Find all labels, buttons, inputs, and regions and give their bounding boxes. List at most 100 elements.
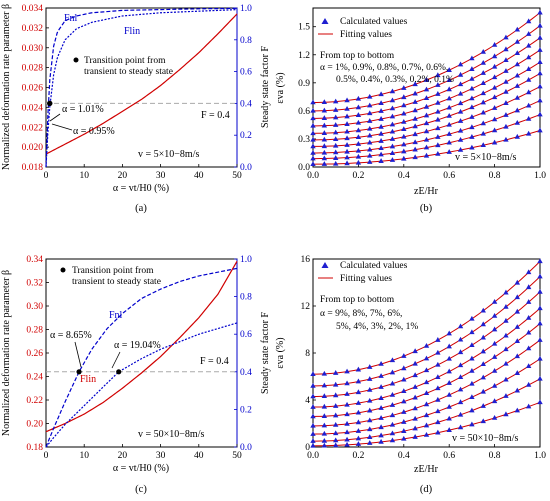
pc-y-tick-label: 0.18	[26, 443, 43, 453]
pd-calculated-point	[537, 258, 543, 264]
panel-a-curves	[45, 7, 238, 168]
pd-calculated-point	[378, 373, 384, 378]
pc-right-tick-label: 1.0	[240, 255, 252, 265]
panel-c-alpha-label-2: α = 19.04%	[114, 340, 161, 351]
pa-series-fnl	[45, 7, 238, 168]
pd-calculated-point	[401, 388, 407, 394]
pd-calculated-point	[457, 386, 464, 392]
pb-calculated-point	[491, 116, 498, 122]
pd-calculated-point	[537, 355, 543, 361]
pd-calculated-point	[367, 397, 373, 403]
pa-y-tick-label: 0.030	[22, 44, 44, 54]
pd-calculated-point	[344, 441, 350, 447]
pd-calculated-point	[310, 438, 316, 443]
pb-calculated-point	[514, 83, 520, 88]
pd-calculated-point	[514, 308, 520, 314]
panel-a-arrow-1	[49, 113, 61, 122]
pd-calculated-point	[446, 343, 452, 349]
panel-c-ticks: 0 10 20 30 40 50 0.18 0.20 0.22 0.24 0.26 0.28 0.30 0…	[26, 255, 252, 461]
panel-b-note-line-2: α = 1%, 0.9%, 0.8%, 0.7%, 0.6%,	[320, 63, 448, 73]
pb-calculated-point	[401, 133, 407, 139]
pb-calculated-point	[480, 70, 486, 75]
pb-calculated-point	[321, 130, 328, 135]
pb-calculated-point	[344, 128, 350, 134]
panel-a-alpha-label-1: α = 1.01%	[62, 104, 104, 115]
panel-a-plot-frame	[45, 7, 238, 168]
pd-calculated-point	[333, 421, 339, 427]
pa-y-tick-label: 0.022	[22, 123, 44, 133]
pd-calculated-point	[412, 360, 418, 366]
pd-x-tick-label: 0.4	[398, 451, 410, 461]
pd-calculated-point	[457, 374, 464, 380]
pd-calculated-point	[378, 360, 384, 366]
pd-calculated-point	[537, 288, 543, 294]
pb-calculated-point	[446, 86, 452, 92]
pa-right-tick-label: 0.8	[240, 36, 252, 46]
pd-calculated-point	[480, 334, 486, 340]
pd-calculated-point	[423, 401, 430, 407]
panel-a: 0 10 20 30 40 50 0.018 0.020 0.022 0.024 0.026 0.02…	[1, 4, 271, 214]
panel-c-alpha-label-1: α = 8.65%	[50, 330, 92, 341]
pd-calculated-point	[321, 370, 328, 376]
pb-calculated-point	[389, 136, 396, 141]
pb-calculated-point	[514, 133, 520, 139]
pd-calculated-point	[310, 393, 316, 399]
pd-calculated-point	[514, 387, 520, 393]
pb-calculated-point	[389, 113, 396, 119]
pb-calculated-point	[446, 121, 452, 127]
pb-calculated-point	[446, 77, 452, 83]
pd-calculated-point	[514, 353, 520, 359]
pb-calculated-point	[446, 104, 452, 110]
pc-right-tick-label: 0.2	[240, 405, 252, 415]
pa-right-tick-label: 0.2	[240, 131, 252, 141]
pc-y-tick-label: 0.32	[26, 279, 43, 289]
pb-calculated-point	[446, 67, 452, 72]
pd-calculated-point	[389, 357, 396, 363]
pd-calculated-point	[412, 384, 418, 389]
pb-calculated-point	[412, 90, 418, 96]
pd-calculated-point	[446, 368, 452, 374]
pd-calculated-point	[389, 380, 396, 386]
pb-calculated-point	[503, 136, 509, 142]
pb-calculated-point	[469, 144, 475, 150]
pb-calculated-point	[446, 112, 452, 118]
pb-calculated-point	[480, 99, 486, 105]
pb-calculated-point	[389, 143, 396, 149]
pd-calculated-point	[491, 312, 498, 318]
pa-x-tick-label: 0	[44, 171, 49, 181]
panel-d-legend-marker-calculated	[321, 262, 329, 268]
pb-calculated-point	[457, 100, 464, 106]
pd-calculated-point	[355, 378, 362, 384]
pd-calculated-point	[491, 415, 498, 420]
pd-calculated-point	[503, 411, 509, 417]
pd-calculated-point	[503, 393, 509, 398]
pb-calculated-point	[367, 110, 373, 116]
pb-calculated-point	[423, 152, 430, 158]
pd-calculated-point	[389, 437, 396, 443]
panel-d-velocity-label: v = 50×10−8m/s	[452, 433, 518, 444]
pd-calculated-point	[446, 427, 452, 432]
pb-calculated-point	[401, 148, 407, 154]
pb-calculated-point	[389, 128, 396, 134]
pb-y-tick-label: 1.2	[298, 51, 310, 61]
pb-calculated-point	[457, 90, 464, 96]
pa-y-tick-label: 0.034	[22, 4, 44, 14]
pd-calculated-point	[457, 411, 464, 417]
pd-calculated-point	[537, 305, 543, 311]
pd-calculated-point	[423, 355, 430, 361]
pb-calculated-point	[491, 42, 498, 47]
panel-c-curves	[45, 261, 238, 448]
pd-calculated-point	[389, 421, 396, 427]
pb-calculated-point	[321, 155, 328, 161]
pd-calculated-point	[333, 430, 339, 436]
pd-calculated-point	[401, 365, 407, 371]
pb-calculated-point	[412, 99, 418, 104]
pb-calculated-point	[344, 148, 350, 154]
pd-calculated-point	[423, 390, 430, 396]
pc-y-tick-label: 0.24	[26, 373, 43, 383]
pb-calculated-point	[503, 57, 509, 63]
pb-calculated-point	[412, 139, 418, 145]
pb-calculated-point	[457, 118, 464, 123]
panel-a-reference-label: F = 0.4	[201, 110, 230, 121]
pb-calculated-point	[514, 50, 520, 56]
